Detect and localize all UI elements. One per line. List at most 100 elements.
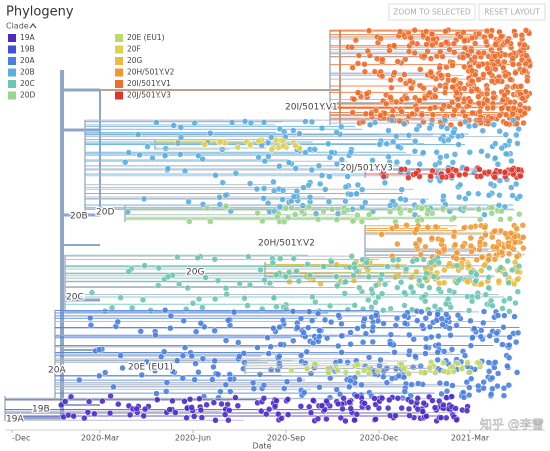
tip	[353, 392, 361, 400]
tip	[369, 323, 377, 331]
reset-button[interactable]	[478, 3, 546, 21]
legend-swatch	[115, 68, 123, 77]
tip	[513, 276, 521, 283]
tip	[467, 269, 475, 276]
tip	[492, 140, 499, 147]
tip	[125, 268, 132, 275]
tip	[305, 308, 313, 315]
watermark: 知乎 @李雷	[480, 417, 544, 432]
tip	[393, 158, 401, 166]
tip	[389, 256, 397, 264]
tip	[377, 35, 385, 42]
tip	[473, 85, 481, 93]
tip	[380, 307, 387, 314]
legend-title[interactable]: Clade	[6, 22, 29, 31]
tip	[439, 321, 446, 328]
tip	[468, 87, 475, 95]
tip	[143, 358, 150, 366]
tip	[381, 281, 389, 288]
tip	[333, 216, 341, 223]
zoom-button[interactable]	[388, 3, 476, 21]
tip	[172, 409, 179, 416]
tip	[505, 354, 513, 362]
tip	[328, 149, 335, 156]
tip	[241, 294, 248, 302]
tip	[411, 49, 418, 57]
tip	[293, 267, 300, 275]
tip	[190, 413, 198, 420]
tip	[180, 317, 187, 324]
tip	[216, 194, 223, 201]
tip	[222, 284, 230, 292]
tip	[440, 192, 447, 200]
tip	[449, 363, 456, 371]
tip	[84, 409, 92, 416]
tip	[75, 376, 83, 384]
tip	[506, 341, 513, 349]
tip	[334, 400, 342, 408]
tip	[177, 124, 185, 131]
tip	[480, 319, 487, 327]
tip	[388, 84, 395, 92]
tip	[448, 346, 456, 353]
tip	[321, 316, 329, 324]
legend-label: 20C	[20, 79, 35, 88]
tip	[405, 405, 413, 413]
tip	[494, 161, 502, 168]
tip	[217, 138, 224, 145]
tip	[485, 168, 493, 176]
tip	[392, 98, 400, 106]
tip	[115, 400, 122, 408]
tip	[371, 68, 379, 75]
tip	[336, 358, 344, 365]
tip	[376, 141, 383, 148]
clade-label: 20C	[66, 293, 84, 303]
tip	[389, 107, 397, 114]
tip	[260, 381, 268, 389]
tip	[435, 397, 443, 405]
tip	[277, 341, 284, 348]
tip	[400, 365, 407, 373]
tip	[438, 173, 446, 181]
tip	[424, 48, 431, 55]
tip	[406, 412, 413, 419]
tip	[347, 405, 354, 412]
tip	[273, 303, 280, 310]
tip	[225, 416, 232, 424]
tip	[210, 399, 218, 406]
tip	[498, 33, 505, 40]
collapse-icon[interactable]	[29, 23, 37, 29]
tip	[323, 334, 331, 342]
tip	[386, 159, 393, 166]
tip	[475, 62, 483, 70]
tip	[475, 99, 483, 107]
tip	[422, 315, 430, 322]
tip	[311, 360, 319, 368]
tip	[444, 167, 452, 174]
tip	[451, 241, 459, 249]
tip	[203, 204, 211, 212]
reset-button-label[interactable]: RESET LAYOUT	[484, 8, 540, 17]
tip	[288, 367, 295, 374]
tip	[380, 320, 387, 327]
tip	[397, 76, 404, 83]
tip	[335, 312, 342, 319]
tip	[277, 255, 284, 262]
tip	[423, 41, 430, 48]
zoom-button-label[interactable]: ZOOM TO SELECTED	[393, 8, 471, 17]
tip	[410, 336, 417, 343]
tip	[407, 34, 414, 42]
tip	[393, 223, 400, 230]
tip	[490, 121, 498, 129]
tip	[241, 118, 249, 125]
tip	[520, 234, 527, 241]
tip	[336, 390, 344, 398]
tip	[266, 279, 274, 287]
tip	[452, 405, 459, 412]
tip	[325, 198, 333, 206]
tip	[524, 77, 531, 85]
tip	[453, 249, 461, 257]
legend-label: 20A	[20, 56, 36, 65]
tip	[478, 327, 485, 334]
tip	[244, 302, 251, 309]
